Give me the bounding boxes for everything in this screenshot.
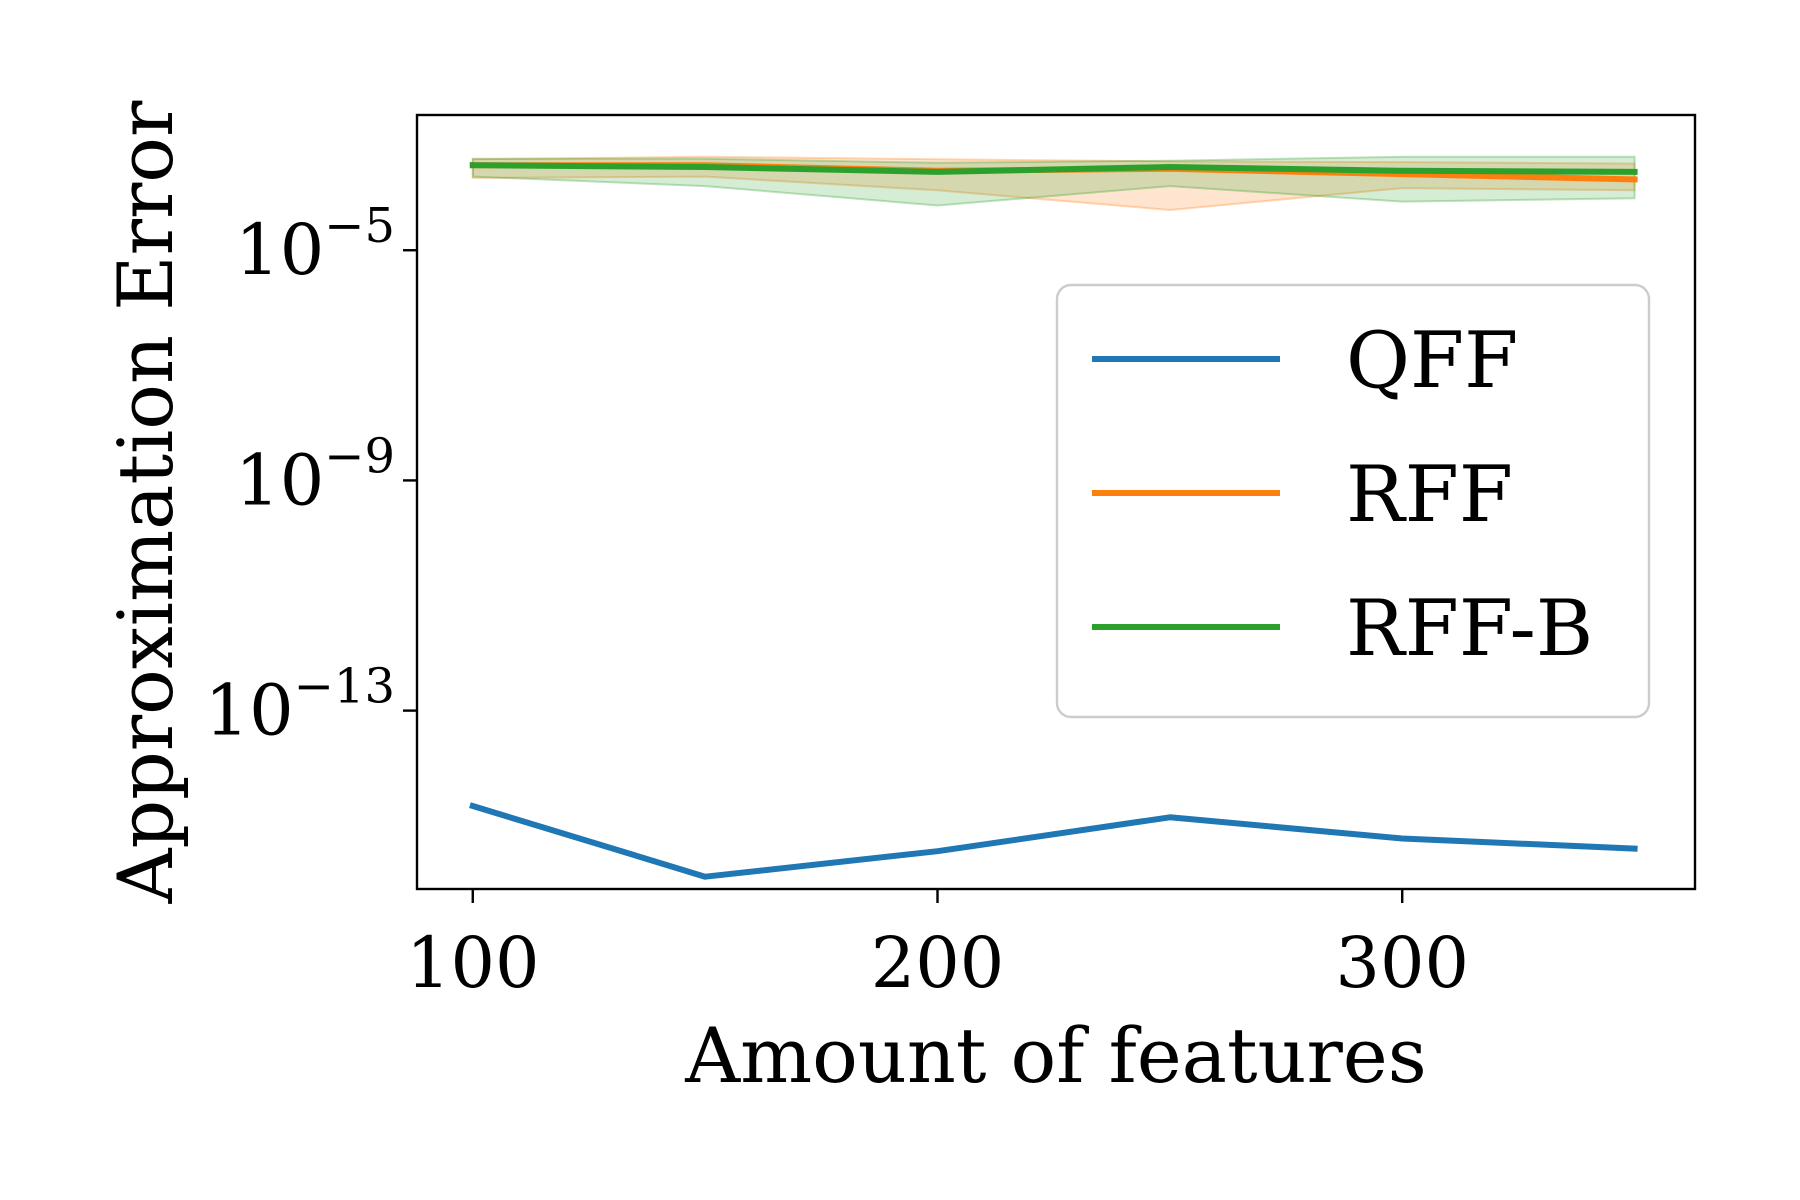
x-axis-label: Amount of features <box>684 1011 1427 1100</box>
line-qff <box>469 802 1638 880</box>
x-tick-label: 100 <box>406 922 540 1004</box>
legend-label-rff: RFF <box>1346 450 1513 540</box>
x-tick-label: 200 <box>871 922 1005 1004</box>
legend-label-qff: QFF <box>1346 316 1518 406</box>
x-axis-ticks: 100 200 300 <box>406 889 1469 1004</box>
legend-entries: QFF RFF RFF-B <box>1092 316 1593 674</box>
y-axis-label: Approximation Error <box>101 100 190 904</box>
line-rff-b <box>469 162 1638 175</box>
y-tick-label: 10−9 <box>235 428 395 521</box>
x-tick-label: 300 <box>1335 922 1469 1004</box>
y-tick-label: 10−13 <box>205 659 395 752</box>
y-axis-ticks: 10−5 10−9 10−13 <box>205 198 417 752</box>
legend: QFF RFF RFF-B <box>1055 283 1651 719</box>
y-tick-label: 10−5 <box>235 198 395 291</box>
legend-label-rff-b: RFF-B <box>1346 584 1593 674</box>
plot-frame <box>415 113 1697 891</box>
legend-box <box>1055 283 1651 719</box>
series-lines <box>469 162 1638 880</box>
